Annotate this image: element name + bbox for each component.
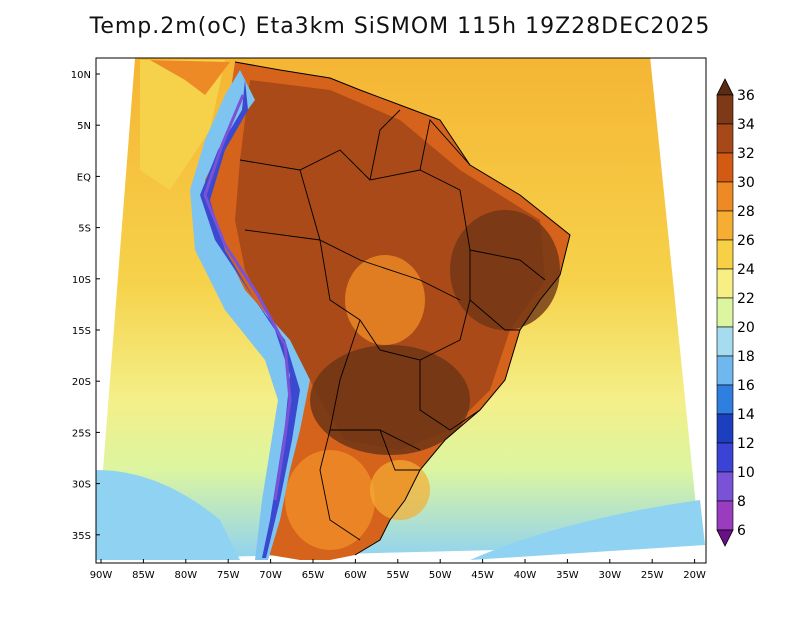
colorbar-arrow-bottom bbox=[716, 529, 734, 547]
colorbar-arrow-top bbox=[716, 78, 734, 96]
lat-label: 5N bbox=[77, 121, 91, 132]
colorbar-segment bbox=[716, 181, 734, 212]
lat-label: 35S bbox=[72, 531, 91, 542]
lon-label: 30W bbox=[598, 570, 621, 581]
heat-core-center bbox=[310, 345, 470, 455]
colorbar-label: 6 bbox=[737, 523, 746, 539]
colorbar-label: 28 bbox=[737, 204, 755, 220]
lat-label: 30S bbox=[72, 480, 91, 491]
colorbar-segment bbox=[716, 210, 734, 241]
uruguay-warm bbox=[370, 460, 430, 520]
lat-label: 10S bbox=[72, 275, 91, 286]
ocean-cool-patch-se bbox=[470, 500, 705, 560]
colorbar-label: 34 bbox=[737, 117, 755, 133]
lon-label: 65W bbox=[302, 570, 325, 581]
colorbar-segment bbox=[716, 94, 734, 125]
colorbar-label: 14 bbox=[737, 407, 755, 423]
colorbar-label: 26 bbox=[737, 233, 755, 249]
lon-label: 80W bbox=[174, 570, 197, 581]
lon-label: 20W bbox=[683, 570, 706, 581]
lon-label: 55W bbox=[386, 570, 409, 581]
andes-cool-band bbox=[190, 70, 310, 560]
lon-label: 50W bbox=[429, 570, 452, 581]
lon-label: 90W bbox=[90, 570, 113, 581]
colorbar-label: 20 bbox=[737, 320, 755, 336]
colorbar-segment bbox=[716, 268, 734, 299]
colorbar: 36 34 32 30 28 26 24 22 20 18 16 14 12 10 8 6 bbox=[716, 78, 755, 547]
colorbar-label: 12 bbox=[737, 436, 755, 452]
map-area bbox=[96, 58, 706, 563]
lat-label: EQ bbox=[77, 172, 91, 183]
lon-label: 35W bbox=[556, 570, 579, 581]
lat-label: 25S bbox=[72, 428, 91, 439]
colorbar-segment bbox=[716, 471, 734, 502]
map-title: Temp.2m(oC) Eta3km SiSMOM 115h 19Z28DEC2… bbox=[89, 14, 711, 39]
colorbar-label: 8 bbox=[737, 494, 746, 510]
andes-coldest-line bbox=[203, 94, 292, 501]
coastline bbox=[234, 61, 571, 556]
lon-label: 70W bbox=[259, 570, 282, 581]
colorbar-segment bbox=[716, 500, 734, 531]
lat-label: 15S bbox=[72, 326, 91, 337]
colorbar-label: 32 bbox=[737, 146, 755, 162]
warm-plateau bbox=[345, 255, 425, 345]
lat-label: 20S bbox=[72, 377, 91, 388]
colorbar-label: 30 bbox=[737, 175, 755, 191]
lon-label: 25W bbox=[641, 570, 664, 581]
colorbar-label: 18 bbox=[737, 349, 755, 365]
colorbar-label: 24 bbox=[737, 262, 755, 278]
colorbar-segment bbox=[716, 152, 734, 183]
colorbar-label: 16 bbox=[737, 378, 755, 394]
country-borders bbox=[239, 109, 546, 541]
colorbar-label: 36 bbox=[737, 88, 755, 104]
lon-label: 85W bbox=[132, 570, 155, 581]
southern-cone-warm bbox=[285, 450, 375, 550]
colorbar-segment bbox=[716, 123, 734, 154]
map-frame bbox=[95, 57, 707, 564]
latitude-axis: 10N 5N EQ 5S 10S 15S 20S 25S 30S 35S bbox=[71, 70, 100, 542]
lat-label: 10N bbox=[71, 70, 91, 81]
colorbar-segment bbox=[716, 413, 734, 444]
colorbar-segment bbox=[716, 384, 734, 415]
colorbar-segment bbox=[716, 355, 734, 386]
colorbar-segment bbox=[716, 442, 734, 473]
lat-label: 5S bbox=[78, 224, 91, 235]
colorbar-segment bbox=[716, 326, 734, 357]
lon-label: 60W bbox=[344, 570, 367, 581]
colorbar-label: 10 bbox=[737, 465, 755, 481]
colorbar-segment bbox=[716, 297, 734, 328]
colorbar-segment bbox=[716, 239, 734, 270]
land-central-america bbox=[150, 60, 230, 95]
heat-core-northeast bbox=[450, 210, 560, 330]
colorbar-label: 22 bbox=[737, 291, 755, 307]
lon-label: 45W bbox=[471, 570, 494, 581]
lon-label: 40W bbox=[514, 570, 537, 581]
ocean-cool-patch-sw bbox=[96, 470, 240, 560]
longitude-axis: 90W 85W 80W 75W 70W 65W 60W 55W 50W 45W 40W 35W 30W 2… bbox=[90, 559, 706, 581]
lon-label: 75W bbox=[217, 570, 240, 581]
